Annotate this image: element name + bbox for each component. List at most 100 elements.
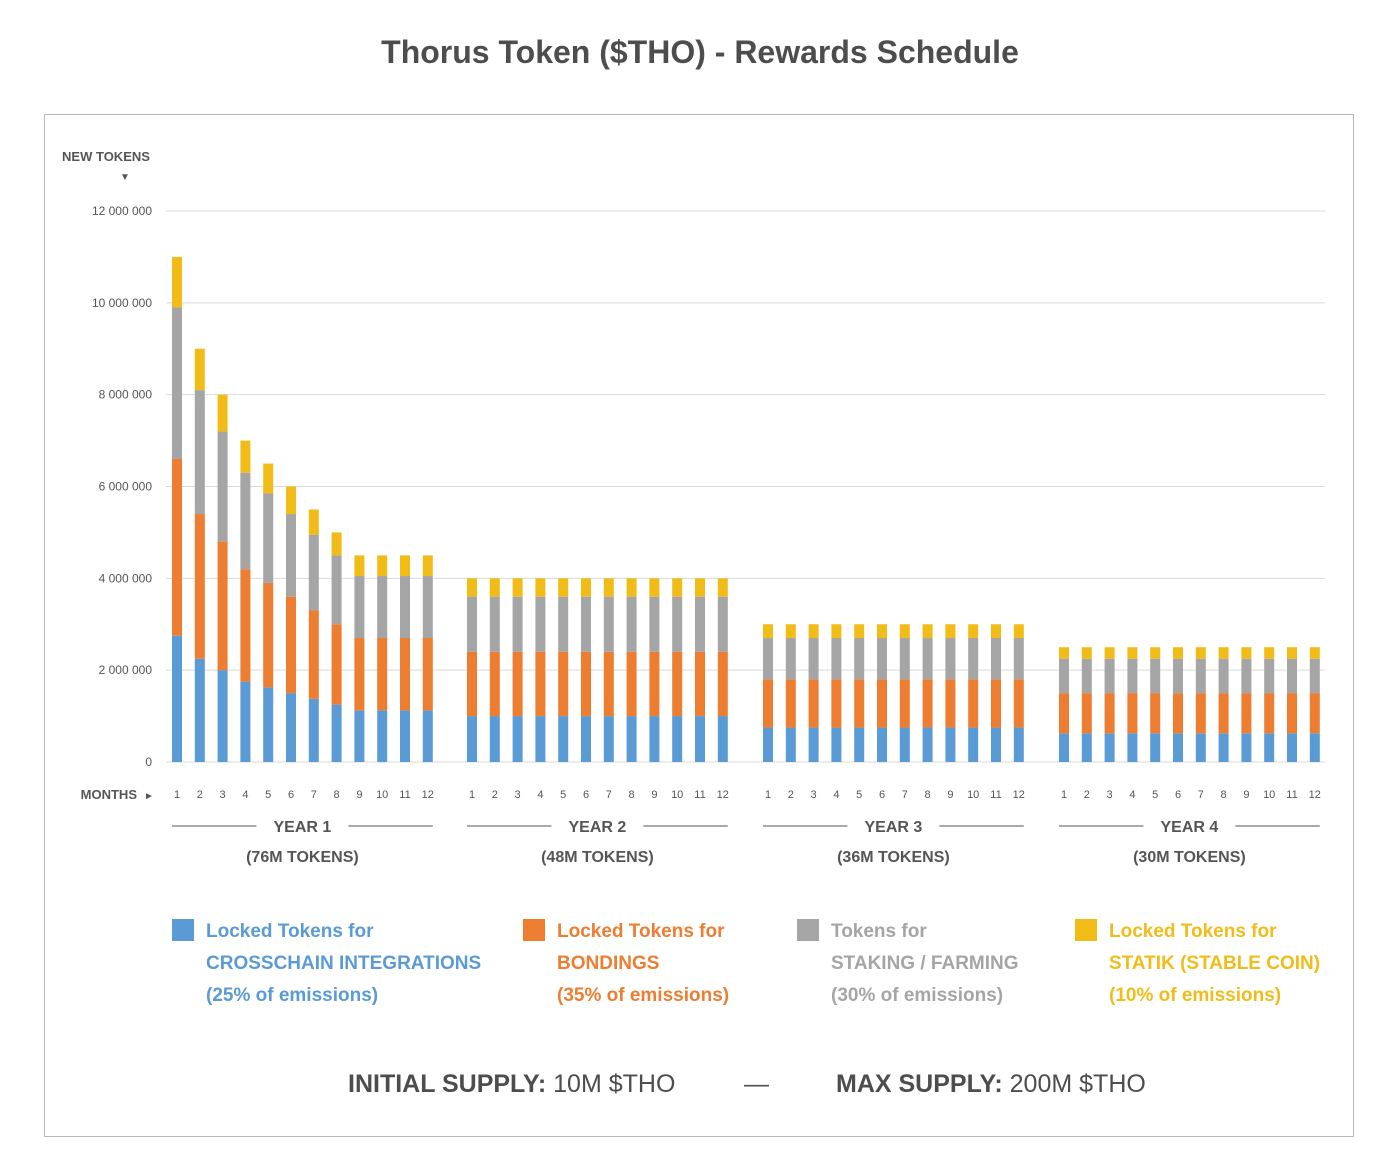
bar-segment-statik [763, 624, 773, 639]
legend-swatch-bondings [523, 919, 545, 941]
bar-segment-bondings [1104, 693, 1115, 734]
bar-segment-staking [603, 596, 614, 652]
bar-segment-bondings [922, 679, 933, 728]
x-axis-label: MONTHS [81, 787, 138, 802]
legend-label-staking: Tokens for STAKING / FARMING (30% of emi… [831, 916, 1131, 1012]
bar-segment-crosschain [854, 727, 865, 762]
bar-segment-crosschain [377, 710, 388, 762]
max-supply-value: 200M $THO [1009, 1070, 1146, 1098]
month-tick-label: 1 [469, 789, 475, 801]
bar-segment-statik [1081, 647, 1092, 659]
bar-segment-staking [558, 596, 569, 652]
bar-segment-statik [672, 578, 683, 597]
legend-swatch-crosschain [172, 919, 194, 941]
month-tick-label: 9 [1243, 789, 1249, 801]
bar-segment-bondings [695, 651, 705, 717]
bar-segment-bondings [1264, 693, 1275, 734]
bar-segment-crosschain [603, 716, 614, 762]
bar-segment-crosschain [1150, 733, 1161, 762]
bar-segment-bondings [603, 651, 614, 717]
bar-segment-crosschain [1309, 733, 1320, 762]
bar-segment-bondings [1218, 693, 1229, 734]
bar-segment-staking [400, 576, 410, 639]
legend-label-statik: Locked Tokens for STATIK (STABLE COIN) (… [1109, 916, 1400, 1012]
bar-segment-bondings [535, 651, 546, 717]
bar-segment-bondings [194, 514, 205, 659]
legend-line: STATIK (STABLE COIN) [1109, 953, 1321, 974]
chart-title: Thorus Token ($THO) - Rewards Schedule [381, 34, 1019, 70]
x-axis-arrow-icon: ► [144, 791, 154, 802]
legend-line: (10% of emissions) [1109, 985, 1282, 1006]
bar-segment-staking [808, 638, 819, 680]
bar-segment-statik [240, 440, 251, 473]
bar-segment-bondings [400, 638, 410, 711]
month-tick-label: 2 [492, 789, 498, 801]
bar-segment-crosschain [831, 727, 842, 762]
bar-segment-staking [763, 638, 773, 680]
bar-segment-crosschain [991, 727, 1001, 762]
legend-line: Locked Tokens for [206, 921, 374, 942]
month-tick-label: 5 [265, 789, 271, 801]
max-supply-label: MAX SUPPLY: [836, 1070, 1003, 1098]
bar-segment-statik [1013, 624, 1024, 639]
month-tick-label: 9 [651, 789, 657, 801]
bar-segment-crosschain [308, 698, 319, 762]
bar-segment-crosschain [489, 716, 500, 762]
bar-segment-staking [1309, 658, 1320, 694]
bar-segment-statik [286, 486, 296, 515]
bar-segment-bondings [1127, 693, 1138, 734]
bar-segment-bondings [877, 679, 887, 728]
y-tick-label: 12 000 000 [92, 204, 152, 218]
legend-line: Locked Tokens for [557, 921, 725, 942]
month-tick-label: 11 [1286, 789, 1297, 801]
year-token-total: (48M TOKENS) [541, 849, 654, 866]
bar-segment-crosschain [785, 727, 796, 762]
y-axis-arrow-icon: ▼ [120, 172, 130, 183]
bar-segment-statik [581, 578, 591, 597]
year-label: YEAR 4 [1161, 819, 1219, 836]
bar-segment-statik [354, 555, 365, 577]
bar-segment-bondings [263, 582, 274, 688]
bar-segment-bondings [422, 638, 433, 711]
month-tick-label: 1 [765, 789, 771, 801]
bar-segment-crosschain [400, 710, 410, 762]
y-tick-label: 2 000 000 [99, 663, 153, 677]
bar-segment-staking [922, 638, 933, 680]
month-tick-label: 4 [242, 789, 248, 801]
bar-segment-staking [467, 596, 477, 652]
y-tick-label: 4 000 000 [99, 571, 153, 585]
bar-segment-bondings [831, 679, 842, 728]
bar-segment-crosschain [945, 727, 956, 762]
chart-frame [44, 114, 1354, 1137]
month-tick-label: 10 [671, 789, 683, 801]
bar-segment-statik [331, 532, 342, 556]
bar-segment-crosschain [467, 716, 477, 762]
legend-label-bondings: Locked Tokens for BONDINGS (35% of emiss… [557, 916, 857, 1012]
legend-line: (30% of emissions) [831, 985, 1004, 1006]
legend-line: STAKING / FARMING [831, 953, 1019, 974]
month-tick-label: 3 [220, 789, 226, 801]
bar-segment-crosschain [626, 716, 637, 762]
bar-segment-crosschain [899, 727, 910, 762]
bar-segment-bondings [717, 651, 728, 717]
month-tick-label: 8 [334, 789, 340, 801]
bar-segment-staking [1218, 658, 1229, 694]
legend-line: Tokens for [831, 921, 927, 942]
rewards-chart: 0 2 000 000 4 000 000 6 000 000 8 000 000 10 … [62, 149, 1325, 866]
bar-segment-crosschain [808, 727, 819, 762]
bar-segment-bondings [240, 569, 251, 682]
bar-segment-crosschain [1264, 733, 1275, 762]
bar-segment-crosschain [1059, 733, 1069, 762]
month-tick-label: 10 [376, 789, 388, 801]
bar-segment-crosschain [422, 710, 433, 762]
bar-segment-statik [626, 578, 637, 597]
bar-segment-staking [1150, 658, 1161, 694]
bar-segment-statik [467, 578, 477, 597]
bar-segment-staking [968, 638, 979, 680]
bar-segment-bondings [377, 638, 388, 711]
bar-segment-staking [831, 638, 842, 680]
bar-segment-staking [194, 390, 205, 515]
bar-segment-bondings [512, 651, 523, 717]
bar-segment-staking [217, 431, 228, 542]
bar-segment-bondings [581, 651, 591, 717]
